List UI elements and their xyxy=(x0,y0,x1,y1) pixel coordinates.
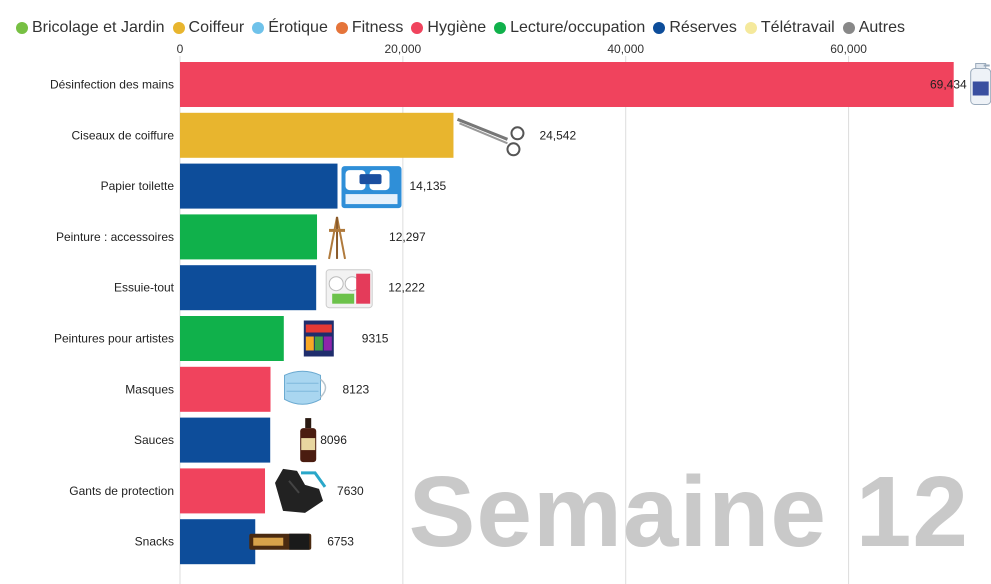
week-watermark: Semaine 12 xyxy=(408,456,969,568)
bar xyxy=(180,519,256,565)
category-label: Peinture : accessoires xyxy=(56,230,174,244)
value-label: 9315 xyxy=(362,332,389,346)
paint-set-icon xyxy=(303,320,334,357)
legend-swatch xyxy=(172,22,185,34)
x-tick-label: 0 xyxy=(177,42,184,56)
legend-swatch xyxy=(335,22,348,34)
value-label: 14,135 xyxy=(410,179,447,193)
bar xyxy=(180,214,318,260)
bar-layer xyxy=(180,62,954,565)
value-label: 6753 xyxy=(327,535,354,549)
legend-item: Hygiène xyxy=(411,19,486,37)
category-label: Snacks xyxy=(135,535,174,549)
category-label: Sauces xyxy=(134,433,174,447)
category-label: Gants de protection xyxy=(69,484,174,498)
value-label: 8123 xyxy=(343,382,370,396)
legend-item: Lecture/occupation xyxy=(494,19,645,37)
value-label: 12,297 xyxy=(389,230,426,244)
bar xyxy=(180,112,454,158)
legend-label: Autres xyxy=(858,19,905,36)
legend-label: Bricolage et Jardin xyxy=(32,19,165,36)
value-label: 12,222 xyxy=(388,281,425,295)
legend-label: Télétravail xyxy=(760,19,835,36)
legend-item: Autres xyxy=(842,19,905,37)
label-layer: 0 20,000 40,000 60,000 Désinfection des main… xyxy=(50,42,967,549)
legend-item: Télétravail xyxy=(744,19,835,37)
bar xyxy=(180,62,954,107)
legend-swatch xyxy=(16,22,28,34)
sauce-bottle-icon xyxy=(300,418,317,463)
legend-label: Lecture/occupation xyxy=(510,19,646,36)
value-label: 8096 xyxy=(320,433,347,447)
toilet-paper-icon xyxy=(341,166,402,209)
legend-label: Fitness xyxy=(351,19,404,36)
sanitizer-bottle-icon xyxy=(970,63,991,105)
face-mask-icon xyxy=(284,370,327,405)
legend-swatch xyxy=(653,22,666,34)
category-label: Masques xyxy=(125,382,174,396)
easel-icon xyxy=(328,216,347,260)
x-tick-label: 40,000 xyxy=(607,42,644,56)
value-label: 69,434 xyxy=(930,78,967,92)
category-label: Papier toilette xyxy=(101,179,175,193)
category-label: Essuie-tout xyxy=(114,281,175,295)
legend-swatch xyxy=(411,22,424,34)
paper-towel-icon xyxy=(325,269,373,309)
legend-item: Bricolage et Jardin xyxy=(16,19,165,37)
legend-item: Fitness xyxy=(335,19,404,37)
legend-swatch xyxy=(252,22,265,34)
bar xyxy=(180,417,271,463)
legend-item: Réserves xyxy=(653,19,737,37)
legend-label: Réserves xyxy=(669,19,737,36)
legend: Bricolage et Jardin Coiffeur Érotique Fitne… xyxy=(16,16,913,40)
bar xyxy=(180,163,338,209)
legend-label: Coiffeur xyxy=(188,19,245,36)
legend-swatch xyxy=(744,22,757,34)
icon-layer xyxy=(249,63,991,550)
legend-swatch xyxy=(494,22,507,34)
category-label: Désinfection des mains xyxy=(50,78,174,92)
scissors-icon xyxy=(456,117,525,157)
category-label: Ciseaux de coiffure xyxy=(71,128,174,142)
category-label: Peintures pour artistes xyxy=(54,332,174,346)
snack-bar-icon xyxy=(249,533,312,550)
legend-label: Érotique xyxy=(268,19,328,36)
gloves-icon xyxy=(275,468,327,513)
bar xyxy=(180,366,271,412)
bar xyxy=(180,468,266,514)
value-label: 7630 xyxy=(337,484,364,498)
x-tick-label: 20,000 xyxy=(385,42,422,56)
value-label: 24,542 xyxy=(539,128,576,142)
x-tick-label: 60,000 xyxy=(830,42,867,56)
bar xyxy=(180,265,317,311)
legend-swatch xyxy=(842,22,855,34)
legend-label: Hygiène xyxy=(427,19,487,36)
legend-item: Érotique xyxy=(252,19,328,37)
bar xyxy=(180,316,284,361)
legend-item: Coiffeur xyxy=(172,19,245,37)
